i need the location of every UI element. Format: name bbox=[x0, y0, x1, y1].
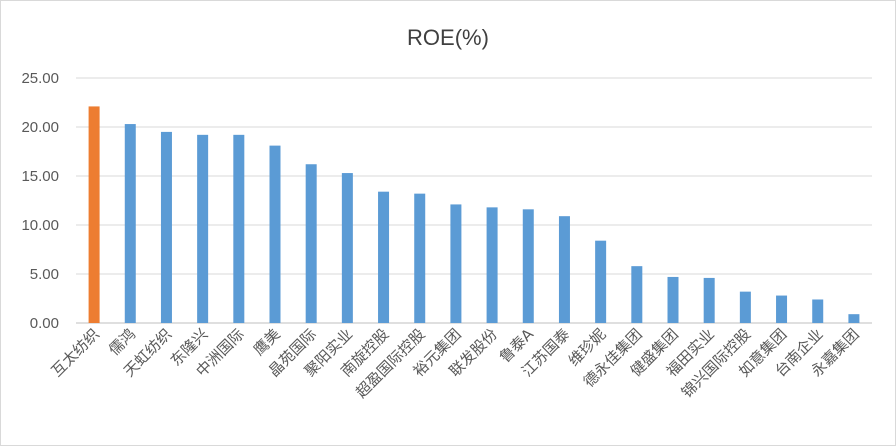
y-tick-label: 5.00 bbox=[30, 266, 59, 283]
y-tick-label: 25.00 bbox=[21, 70, 59, 87]
bar bbox=[305, 164, 317, 323]
y-tick-label: 20.00 bbox=[21, 119, 59, 136]
bar bbox=[631, 266, 643, 323]
bar bbox=[522, 209, 534, 323]
bar bbox=[233, 134, 245, 323]
bar bbox=[197, 134, 209, 323]
bar bbox=[414, 193, 426, 323]
bar bbox=[450, 204, 462, 323]
gridlines bbox=[76, 77, 872, 324]
bar bbox=[124, 124, 136, 323]
chart-title: ROE(%) bbox=[407, 25, 489, 50]
bars bbox=[88, 106, 860, 323]
bar bbox=[703, 277, 715, 323]
bar bbox=[776, 295, 788, 323]
x-tick-label: 互太纺织 bbox=[48, 325, 103, 380]
bar bbox=[486, 207, 498, 323]
bar bbox=[341, 173, 353, 323]
bar bbox=[848, 314, 860, 323]
bar bbox=[558, 216, 570, 323]
bar-highlight bbox=[88, 106, 100, 323]
y-tick-label: 0.00 bbox=[30, 315, 59, 332]
bar bbox=[812, 299, 824, 323]
bar bbox=[378, 191, 390, 323]
y-tick-label: 10.00 bbox=[21, 217, 59, 234]
bar bbox=[160, 131, 172, 323]
y-axis: 0.00 5.00 10.00 15.00 20.00 25.00 bbox=[21, 70, 59, 332]
bar bbox=[667, 276, 679, 323]
bar bbox=[739, 291, 751, 323]
bar bbox=[595, 240, 607, 323]
bar bbox=[269, 145, 281, 323]
y-tick-label: 15.00 bbox=[21, 168, 59, 185]
